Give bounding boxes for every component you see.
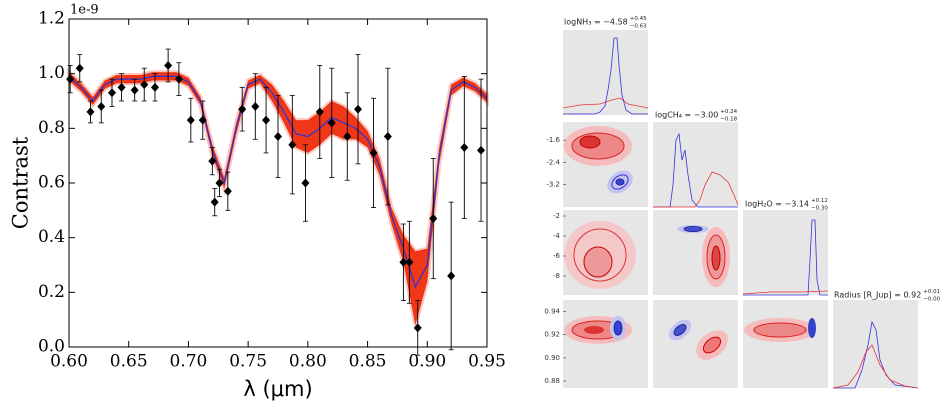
- data-point: [288, 140, 297, 150]
- data-point: [315, 107, 324, 117]
- data-point: [117, 82, 126, 92]
- corner-y-tick-label: -3.2: [546, 181, 560, 189]
- spectrum-panel: 0.60 0.65 0.70 0.75 0.80 0.85 0.90 0.95 0.0 0.2 0.…: [9, 3, 506, 402]
- x-tick-label: 0.95: [468, 352, 506, 372]
- corner-y-tick-label: -2.4: [546, 158, 560, 166]
- corner-y-tick-label: -4: [553, 232, 561, 240]
- data-point: [460, 142, 469, 152]
- corner-y-tick-label: -1.6: [546, 136, 560, 144]
- corner-title-upper: +0.12: [811, 198, 828, 204]
- corner-y-tick-label: 0.88: [544, 377, 560, 385]
- y-axis-label: Contrast: [9, 136, 33, 229]
- data-point: [198, 115, 207, 125]
- y-tick-label: 0.6: [38, 173, 65, 193]
- corner-title: Radius [R_Jup] = 0.92: [834, 291, 921, 300]
- corner-y-tick-label: -2: [553, 212, 560, 220]
- x-tick-label: 0.60: [50, 352, 88, 372]
- x-tick-label: 0.85: [349, 352, 387, 372]
- x-axis-label: λ (μm): [243, 377, 312, 401]
- data-point: [140, 80, 149, 90]
- corner-y-tick-label: -8: [553, 272, 560, 280]
- corner-y-tick-label: 0.94: [544, 308, 560, 316]
- histograms: [562, 37, 919, 389]
- x-tick-label: 0.90: [408, 352, 446, 372]
- corner-title: logCH₄ = −3.00: [655, 111, 718, 120]
- y-tick-label: 0.4: [38, 227, 65, 247]
- data-point: [66, 74, 75, 84]
- data-point: [238, 104, 247, 114]
- corner-title-lower: −0.30: [811, 206, 828, 212]
- data-point: [150, 82, 159, 92]
- corner-y-tick-label: -6: [553, 252, 561, 260]
- data-point: [369, 148, 378, 158]
- data-point: [413, 323, 422, 333]
- data-point: [130, 85, 139, 95]
- data-point: [215, 178, 224, 188]
- corner-title-lower: −0.18: [720, 117, 737, 123]
- data-point: [429, 214, 438, 224]
- corner-title-upper: +0.01: [923, 289, 940, 295]
- data-point: [327, 118, 336, 128]
- data-point: [343, 132, 352, 142]
- corner-title-upper: +0.24: [720, 109, 737, 115]
- x-tick-label: 0.70: [169, 352, 207, 372]
- data-point: [274, 132, 282, 142]
- data-point: [477, 145, 486, 155]
- data-point: [208, 156, 217, 166]
- x-tick-label: 0.80: [289, 352, 327, 372]
- y-tick-label: 1.2: [38, 9, 65, 29]
- data-point: [97, 101, 106, 111]
- y-tick-label: 0.8: [38, 118, 65, 138]
- data-point: [383, 132, 392, 142]
- corner-y-tick-label: 0.90: [544, 354, 560, 362]
- contours: [564, 126, 816, 360]
- corner-title: logNH₃ = −4.58: [564, 18, 628, 27]
- corner-title: logH₂O = −3.14: [745, 200, 809, 209]
- offset-text: 1e-9: [70, 3, 99, 18]
- data-point: [164, 60, 173, 70]
- x-tick-label: 0.65: [110, 352, 148, 372]
- y-tick-label: 1.0: [38, 63, 65, 83]
- data-point: [262, 115, 271, 125]
- data-point: [251, 101, 260, 111]
- data-point: [447, 271, 456, 281]
- data-point: [75, 63, 84, 73]
- y-tick-label: 0.2: [38, 282, 65, 302]
- x-tick-label: 0.75: [229, 352, 267, 372]
- data-point: [86, 107, 95, 117]
- data-point: [354, 104, 363, 114]
- data-point: [399, 257, 408, 267]
- corner-title-upper: +0.45: [630, 16, 647, 22]
- data-point: [186, 115, 195, 125]
- corner-title-lower: −0.00: [923, 297, 940, 303]
- corner-y-tick-label: 0.92: [544, 331, 560, 339]
- data-point: [210, 197, 219, 207]
- corner-title-lower: −0.63: [630, 24, 647, 30]
- data-point: [107, 88, 116, 98]
- data-point: [301, 178, 310, 188]
- data-point: [223, 186, 232, 196]
- data-point: [174, 74, 183, 84]
- y-tick-label: 0.0: [38, 337, 65, 357]
- data-point: [405, 257, 414, 267]
